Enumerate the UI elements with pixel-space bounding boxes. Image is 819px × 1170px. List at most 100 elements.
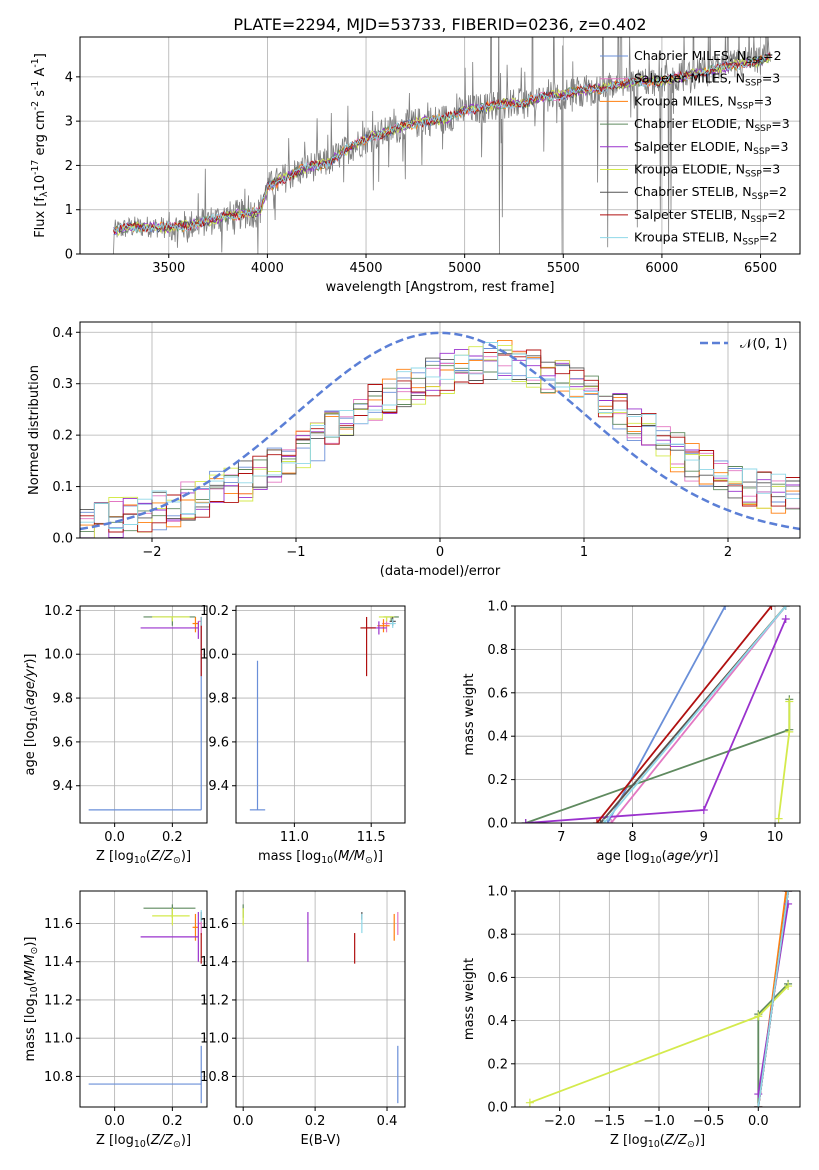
y-tick-label: 11.0 [200,1032,229,1047]
y-tick-label: 0.4 [487,730,508,745]
errorbar-point [378,616,395,622]
y-tick-label: 11.6 [44,917,73,932]
y-tick-label: 10.2 [200,604,229,619]
mass_vs_Z-plot-area [88,904,202,1104]
y-tick-label: 1 [65,203,73,218]
massweight_vs_Z-plot-area [525,891,793,1107]
mass_vs_Z-panel: 0.0 0.2 10.8 11.0 11.2 11.4 11.6 Z [log10​(Z/Z⊙… [23,890,208,1150]
x-tick-label: 0.2 [162,1114,183,1129]
y-tick-label: 0.8 [487,928,508,943]
y-tick-label: 9.6 [52,735,73,750]
y-tick-label: 11.2 [200,993,229,1008]
age_vs_mass-panel: 11.0 11.5 9.4 9.6 9.8 10.0 10.2 mass [log10​(M/… [200,604,406,866]
y-tick-label: 0.3 [52,377,73,392]
y-tick-label: 11.2 [44,993,73,1008]
y-tick-label: 9.8 [208,692,229,707]
residuals-y-label: Normed distribution [27,365,42,495]
x-tick-label: −2 [142,545,161,560]
residuals-x-label: (data-model)/error [380,564,501,579]
errorbar-point [152,616,190,622]
x-tick-label: −1 [286,545,305,560]
age_vs_mass-x-label: mass [log10​(M/M⊙​)] [258,849,383,866]
errorbar-point [360,616,376,677]
y-tick-label: 0.2 [487,773,508,788]
x-tick-label: 4000 [251,261,284,276]
y-tick-label: 0.4 [52,326,73,341]
errorbar-point [152,908,190,926]
errorbar-point [192,913,199,941]
legend-label: 𝒩(0, 1) [740,337,787,352]
y-tick-label: 10.0 [200,648,229,663]
spectrum-x-label: wavelength [Angstrom, rest frame] [326,280,555,295]
massweight-marker [592,819,601,823]
age_vs_mass-plot-area [249,616,399,811]
massweight-marker [600,819,609,823]
legend-label: Salpeter MILES, NSSP​=3 [634,71,780,89]
x-tick-label: 0 [436,545,444,560]
x-tick-label: 1 [580,545,588,560]
spectrum-model-line [113,53,771,234]
spectrum-frame [79,36,801,255]
y-tick-label: 9.6 [208,735,229,750]
y-tick-label: 0.6 [487,971,508,986]
y-tick-label: 0.0 [52,532,73,547]
y-tick-label: 9.8 [52,692,73,707]
x-tick-label: 0.0 [233,1114,254,1129]
errorbar-point [192,616,199,633]
y-tick-label: 11.4 [44,955,73,970]
spectrum-model-line [113,52,771,235]
massweight_vs_age-panel: 7 8 9 10 0.0 0.2 0.4 0.6 0.8 1.0 age [log10​(age/y… [462,600,801,866]
massweight_vs_age-frame [514,605,801,824]
mass_vs_Z-y-label: mass [log10​(M/M⊙​)] [23,937,40,1062]
massweight-marker [596,819,605,823]
massweight-marker [521,819,530,823]
legend-label: Chabrier STELIB, NSSP​=2 [634,184,787,202]
massweight-marker [699,805,708,814]
x-tick-label: 11.0 [280,830,309,845]
mass_vs_ebv-panel: 0.0 0.2 0.4 10.8 11.0 11.2 11.4 11.6 E(B-V) [200,890,406,1148]
massweight-marker [781,615,790,624]
y-tick-label: 10.0 [44,648,73,663]
x-tick-label: −1.0 [643,1114,675,1129]
massweight-line [757,891,789,1107]
massweight-line [610,606,787,823]
x-tick-label: 11.5 [357,830,386,845]
massweight-line [596,606,773,823]
residuals-panel: −2 −1 0 1 2 0.0 0.1 0.2 0.3 0.4 (data-model)/error… [27,321,801,579]
figure-title: PLATE=2294, MJD=53733, FIBERID=0236, z=0… [233,15,646,34]
legend-label: Kroupa MILES, NSSP​=3 [634,93,772,111]
y-tick-label: 0.1 [52,480,73,495]
x-tick-label: 6500 [744,261,777,276]
massweight-marker [784,891,793,895]
x-tick-label: 0.0 [104,830,125,845]
y-tick-label: 2 [65,159,73,174]
residual-histogram [80,349,800,538]
errorbar-point [140,912,199,962]
massweight_vs_Z-x-label: Z [log10​(Z/Z⊙​)] [610,1133,705,1150]
x-tick-label: 0.2 [305,1114,326,1129]
massweight_vs_Z-panel: −2.0 −1.5 −1.0 −0.5 0.0 0.0 0.2 0.4 0.6 0.8 1.0 Z [… [462,885,801,1150]
y-tick-label: 9.4 [208,779,229,794]
mass_vs_Z-frame [79,890,208,1108]
massweight-marker [774,814,783,823]
mass_vs_ebv-frame [235,890,406,1108]
massweight_vs_age-plot-area [521,606,794,823]
legend-label: Salpeter STELIB, NSSP​=2 [634,207,786,225]
legend-label: Kroupa STELIB, NSSP​=2 [634,230,778,248]
x-tick-label: 2 [724,545,732,560]
residual-histogram [80,353,800,521]
age_vs_Z-plot-area [88,616,202,811]
mass_vs_ebv-x-label: E(B-V) [300,1133,340,1148]
y-tick-label: 0.6 [487,686,508,701]
legend-label: Chabrier MILES, NSSP​=2 [634,48,782,66]
massweight-marker [785,727,794,736]
massweight-marker [525,1098,534,1107]
x-tick-label: 5500 [547,261,580,276]
errorbar-point [249,660,266,811]
x-tick-label: 10 [767,830,784,845]
x-tick-label: 8 [628,830,636,845]
age_vs_Z-panel: 0.0 0.2 9.4 9.6 9.8 10.0 10.2 Z [log10​(Z/Z⊙​)]… [23,604,208,866]
age_vs_Z-frame [79,605,208,824]
errorbar-point [88,1045,202,1104]
age_vs_mass-frame [235,605,406,824]
